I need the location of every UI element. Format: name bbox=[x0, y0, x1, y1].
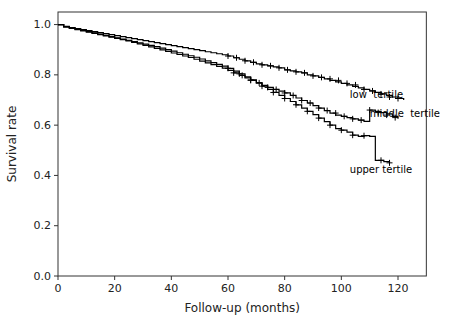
y-tick bbox=[54, 74, 58, 75]
censor-mark bbox=[251, 59, 257, 65]
x-tick bbox=[114, 276, 115, 280]
plot-data bbox=[58, 25, 404, 166]
censor-mark bbox=[259, 62, 265, 68]
censor-mark bbox=[344, 80, 350, 86]
censor-mark bbox=[285, 67, 291, 73]
curve-label: middle tertile bbox=[370, 108, 440, 119]
survival-curve bbox=[58, 25, 398, 122]
censor-mark bbox=[276, 65, 282, 71]
censor-mark bbox=[319, 74, 325, 80]
censor-mark bbox=[341, 113, 347, 119]
censor-mark bbox=[293, 69, 299, 75]
censor-mark bbox=[273, 86, 279, 92]
censor-mark bbox=[234, 55, 240, 61]
censor-mark bbox=[225, 65, 231, 71]
censor-mark bbox=[350, 116, 356, 122]
survival-curve bbox=[58, 25, 390, 163]
y-tick-label: 0.0 bbox=[34, 270, 52, 283]
x-tick-label: 20 bbox=[108, 282, 122, 295]
x-tick bbox=[58, 276, 59, 280]
x-tick-label: 120 bbox=[388, 282, 409, 295]
censor-mark bbox=[299, 98, 305, 104]
censor-mark bbox=[316, 115, 322, 121]
censor-mark bbox=[316, 105, 322, 111]
x-tick-label: 60 bbox=[221, 282, 235, 295]
chart: 0 20 40 60 80 100 120 0.0 0.2 0.4 0.6 0.8 1.0 Follow-… bbox=[0, 0, 450, 320]
censor-mark bbox=[353, 82, 359, 88]
censor-mark bbox=[327, 122, 333, 128]
censor-mark bbox=[268, 63, 274, 69]
censor-mark bbox=[378, 157, 384, 163]
y-tick bbox=[54, 276, 58, 277]
censor-mark bbox=[310, 73, 316, 79]
x-tick-label: 40 bbox=[164, 282, 178, 295]
censor-mark bbox=[293, 102, 299, 108]
survival-curve bbox=[58, 25, 404, 100]
y-tick bbox=[54, 175, 58, 176]
censor-mark bbox=[282, 95, 288, 101]
censor-mark bbox=[248, 77, 254, 83]
x-tick-label: 0 bbox=[55, 282, 62, 295]
censor-mark bbox=[338, 127, 344, 133]
censor-mark bbox=[327, 76, 333, 82]
censor-mark bbox=[259, 83, 265, 89]
y-axis-label: Survival rate bbox=[5, 106, 19, 183]
censor-mark bbox=[336, 77, 342, 83]
censor-mark bbox=[333, 110, 339, 116]
censor-mark bbox=[307, 100, 313, 106]
censor-mark bbox=[302, 70, 308, 76]
y-tick-label: 0.4 bbox=[34, 169, 52, 182]
y-tick-label: 0.6 bbox=[34, 119, 52, 132]
censor-mark bbox=[361, 133, 367, 139]
x-tick bbox=[398, 276, 399, 280]
y-tick bbox=[54, 24, 58, 25]
x-tick-label: 80 bbox=[278, 282, 292, 295]
censor-mark bbox=[270, 89, 276, 95]
y-tick-label: 0.8 bbox=[34, 68, 52, 81]
censor-mark bbox=[358, 117, 364, 123]
censor-mark bbox=[290, 92, 296, 98]
x-tick bbox=[284, 276, 285, 280]
curve-label: upper tertile bbox=[350, 164, 412, 175]
x-tick-label: 100 bbox=[331, 282, 352, 295]
censor-mark bbox=[236, 71, 242, 77]
censor-mark bbox=[350, 132, 356, 138]
x-tick bbox=[341, 276, 342, 280]
y-tick-label: 0.2 bbox=[34, 219, 52, 232]
x-axis-label: Follow-up (months) bbox=[184, 301, 300, 315]
y-tick bbox=[54, 225, 58, 226]
censor-mark bbox=[324, 108, 330, 114]
censor-mark bbox=[304, 108, 310, 114]
x-tick bbox=[171, 276, 172, 280]
x-tick bbox=[228, 276, 229, 280]
plot-frame bbox=[58, 12, 426, 276]
curve-label: low tertile bbox=[350, 89, 403, 100]
censor-mark bbox=[242, 58, 248, 64]
y-tick-label: 1.0 bbox=[34, 18, 52, 31]
y-tick bbox=[54, 125, 58, 126]
censor-mark bbox=[225, 53, 231, 59]
